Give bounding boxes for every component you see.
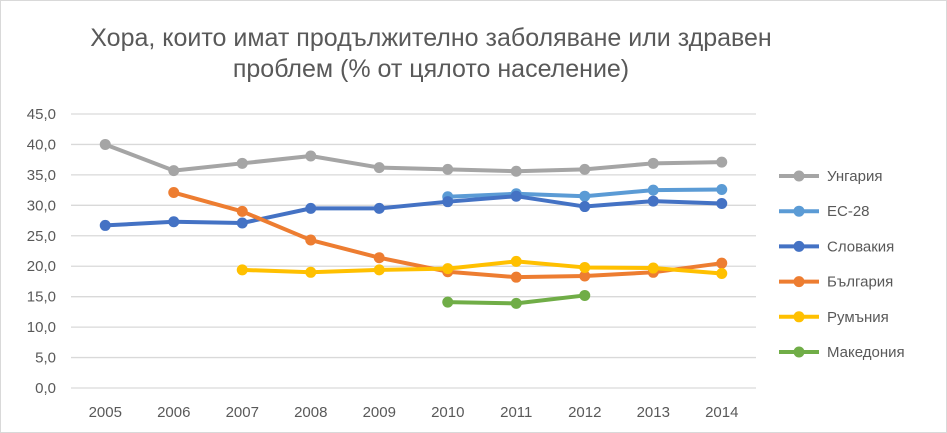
x-tick-label: 2011 xyxy=(500,404,532,421)
chart-title-line-2: проблем (% от цялото население) xyxy=(232,55,630,83)
legend-label: ЕС-28 xyxy=(827,203,870,220)
legend-marker xyxy=(793,205,805,217)
data-point xyxy=(168,165,180,177)
data-point xyxy=(716,156,728,168)
data-point xyxy=(579,201,591,213)
x-tick-label: 2006 xyxy=(157,404,190,421)
data-point xyxy=(579,190,591,202)
data-point xyxy=(442,296,454,308)
y-tick-label: 40,0 xyxy=(27,136,56,153)
data-point xyxy=(442,163,454,175)
data-point xyxy=(510,190,522,202)
data-point xyxy=(442,196,454,208)
chart-title: Хора, които имат продължително заболяван… xyxy=(61,23,801,85)
legend-label: Македония xyxy=(827,344,905,361)
series-line-2 xyxy=(105,194,722,228)
legend-label: Румъния xyxy=(827,309,889,326)
data-point xyxy=(579,270,591,282)
data-point xyxy=(168,216,180,228)
y-tick-label: 0,0 xyxy=(35,380,56,397)
data-point xyxy=(647,157,659,169)
y-tick-label: 20,0 xyxy=(27,258,56,275)
legend-label: Унгария xyxy=(827,168,882,185)
y-tick-label: 25,0 xyxy=(27,228,56,245)
y-tick-label: 5,0 xyxy=(35,350,56,367)
data-point xyxy=(579,289,591,301)
data-point xyxy=(305,234,317,246)
legend-marker xyxy=(793,276,805,288)
data-point xyxy=(305,150,317,162)
legend-marker xyxy=(793,311,805,323)
x-tick-label: 2008 xyxy=(294,404,327,421)
legend-label: Словакия xyxy=(827,238,894,255)
y-tick-label: 35,0 xyxy=(27,167,56,184)
x-tick-label: 2007 xyxy=(226,404,259,421)
data-point xyxy=(510,165,522,177)
data-point xyxy=(510,271,522,283)
y-tick-label: 30,0 xyxy=(27,197,56,214)
x-tick-label: 2009 xyxy=(363,404,396,421)
data-point xyxy=(305,202,317,214)
x-tick-label: 2005 xyxy=(89,404,122,421)
y-tick-label: 10,0 xyxy=(27,319,56,336)
data-point xyxy=(236,264,248,276)
data-point xyxy=(373,264,385,276)
y-tick-label: 45,0 xyxy=(27,106,56,123)
y-tick-label: 15,0 xyxy=(27,289,56,306)
data-point xyxy=(716,198,728,210)
data-point xyxy=(99,219,111,231)
data-point xyxy=(716,257,728,269)
chart-title-line-1: Хора, които имат продължително заболяван… xyxy=(90,24,772,52)
x-tick-label: 2014 xyxy=(705,404,738,421)
data-point xyxy=(99,138,111,150)
data-point xyxy=(579,261,591,273)
x-tick-label: 2013 xyxy=(637,404,670,421)
data-point xyxy=(236,205,248,217)
series-line-0 xyxy=(104,142,722,174)
data-point xyxy=(442,263,454,275)
legend-marker xyxy=(793,170,805,182)
x-tick-label: 2012 xyxy=(568,404,601,421)
series-line-4 xyxy=(242,259,722,276)
data-point xyxy=(716,184,728,196)
data-point xyxy=(647,195,659,207)
legend-marker xyxy=(793,240,805,252)
data-point xyxy=(716,268,728,280)
x-tick-label: 2010 xyxy=(431,404,464,421)
data-point xyxy=(305,266,317,278)
data-point xyxy=(373,162,385,174)
data-point xyxy=(579,163,591,175)
legend-label: България xyxy=(827,274,893,291)
data-point xyxy=(236,157,248,169)
data-point xyxy=(373,202,385,214)
data-point xyxy=(510,297,522,309)
data-point xyxy=(647,262,659,274)
legend-marker xyxy=(793,346,805,358)
data-point xyxy=(373,252,385,264)
data-point xyxy=(168,187,180,199)
data-point xyxy=(510,255,522,267)
data-point xyxy=(236,217,248,229)
data-point xyxy=(647,184,659,196)
